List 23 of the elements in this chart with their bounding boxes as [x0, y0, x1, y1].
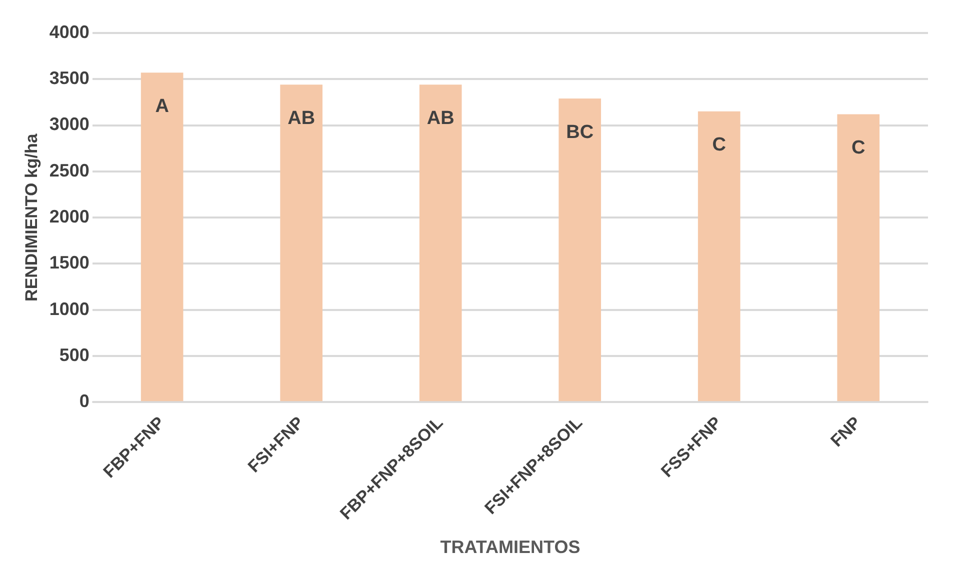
y-tick-label: 500 [59, 344, 90, 365]
annotation: A [155, 96, 170, 117]
bar [558, 98, 602, 402]
annotation: AB [288, 108, 316, 129]
y-tick-label: 0 [79, 391, 90, 412]
y-tick-label: 2500 [49, 160, 90, 180]
y-tick-label: 3000 [49, 114, 90, 134]
y-tick-label: 1000 [49, 298, 90, 319]
bar [280, 84, 322, 402]
annotation: AB [426, 108, 454, 129]
bar [837, 114, 880, 402]
x-axis-title: TRATAMIENTOS [440, 537, 580, 558]
y-axis-title: RENDIMIENTO kg/ha [22, 133, 41, 302]
bar [419, 84, 462, 402]
bar [140, 72, 184, 402]
y-tick-label: 4000 [49, 22, 90, 42]
annotation: C [852, 137, 866, 158]
y-tick-label: 1500 [49, 252, 90, 273]
y-tick-label: 3500 [49, 68, 90, 88]
annotation: C [712, 134, 726, 156]
y-tick-label: 2000 [49, 206, 90, 227]
annotation: BC [566, 122, 594, 143]
bar [698, 111, 740, 402]
